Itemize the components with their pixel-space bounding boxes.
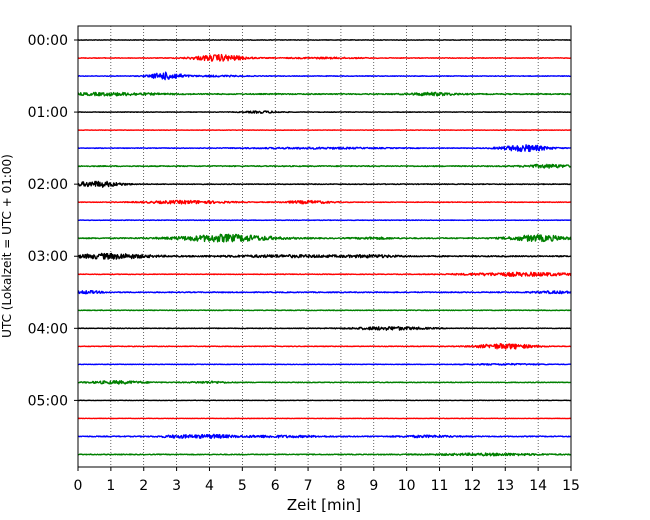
y-tick-label: 04:00 [28, 321, 68, 337]
x-tick-label: 7 [304, 478, 313, 494]
x-tick-label: 3 [172, 478, 181, 494]
x-tick-label: 14 [529, 478, 547, 494]
x-tick-label: 12 [463, 478, 481, 494]
y-tick-label: 01:00 [28, 105, 68, 121]
trace-line [77, 39, 572, 41]
x-tick-label: 2 [139, 478, 148, 494]
trace-line [77, 71, 572, 81]
trace-group [77, 39, 572, 457]
trace-line [77, 271, 572, 277]
x-tick-label: 0 [74, 478, 83, 494]
trace-line [77, 180, 572, 188]
x-tick-label: 5 [238, 478, 247, 494]
trace-line [77, 110, 572, 114]
y-tick-label: 00:00 [28, 33, 68, 49]
y-tick-label: 02:00 [28, 177, 68, 193]
trace-line [77, 252, 572, 260]
trace-line [77, 342, 572, 350]
y-axis-ticks: 00:00 01:00 02:00 03:00 04:00 05:00 [28, 33, 78, 409]
trace-line [77, 219, 572, 222]
x-axis-label: Zeit [min] [287, 496, 361, 514]
trace-line [77, 326, 572, 331]
x-tick-label: 6 [271, 478, 280, 494]
x-tick-label: 4 [205, 478, 214, 494]
trace-line [77, 433, 572, 440]
trace-line [77, 362, 572, 366]
x-tick-label: 15 [562, 478, 580, 494]
x-tick-label: 10 [398, 478, 416, 494]
plot-frame [77, 25, 572, 468]
y-axis-label: UTC (Lokalzeit = UTC + 01:00) [0, 154, 14, 338]
x-tick-label: 1 [106, 478, 115, 494]
trace-line [77, 199, 572, 205]
trace-line [77, 91, 572, 97]
x-axis-ticks: 0 1 2 3 4 5 6 7 8 9 10 11 12 13 14 15 [74, 467, 580, 494]
trace-line [77, 53, 572, 62]
trace-line [77, 163, 572, 169]
trace-line [77, 379, 572, 385]
y-tick-label: 03:00 [28, 249, 68, 265]
x-tick-label: 11 [431, 478, 449, 494]
x-tick-label: 13 [496, 478, 514, 494]
y-tick-label: 05:00 [28, 393, 68, 409]
trace-line [77, 309, 572, 312]
x-tick-label: 8 [336, 478, 345, 494]
trace-line [77, 233, 572, 243]
trace-line [77, 289, 572, 295]
x-tick-label: 9 [369, 478, 378, 494]
trace-line [77, 452, 572, 457]
trace-line [77, 144, 572, 153]
